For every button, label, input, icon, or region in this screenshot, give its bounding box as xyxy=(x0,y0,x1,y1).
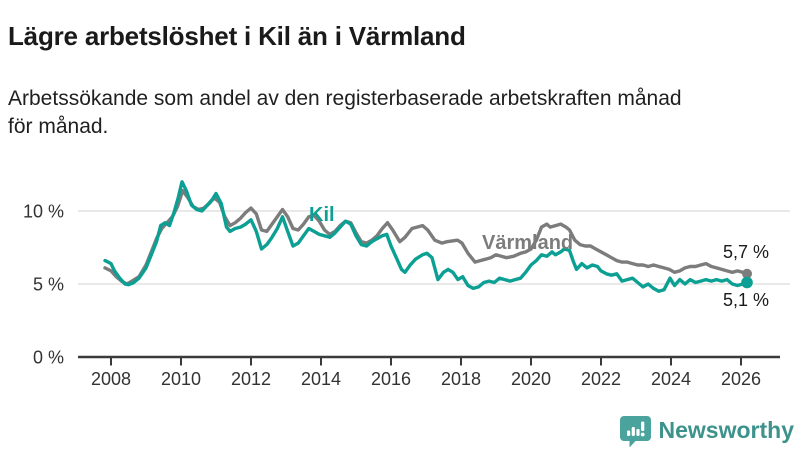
series-label-kil: Kil xyxy=(309,204,335,226)
x-axis-tick-label: 2024 xyxy=(651,369,691,389)
series-line-varmland xyxy=(103,188,749,286)
brand-footer[interactable]: Newsworthy xyxy=(619,414,794,447)
axis-layer: 0 % 5 % 10 % 2008 2010 2012 2014 2016 2018 2020 20… xyxy=(23,202,780,389)
x-axis-tick-label: 2016 xyxy=(371,369,411,389)
end-value-label-kil: 5,1 % xyxy=(723,290,769,310)
end-dot-varmland xyxy=(742,268,752,279)
x-axis-tick-label: 2018 xyxy=(441,369,481,389)
x-axis-tick-label: 2010 xyxy=(161,369,201,389)
x-axis-tick-label: 2026 xyxy=(721,369,761,389)
chart-subtitle-line1: Arbetssökande som andel av den registerb… xyxy=(8,87,682,110)
series-layer xyxy=(103,180,753,293)
x-axis-tick-label: 2020 xyxy=(511,369,551,389)
end-value-label-varmland: 5,7 % xyxy=(723,242,769,262)
newsworthy-logo-icon xyxy=(619,416,651,447)
end-dot-kil xyxy=(741,276,753,289)
y-axis-tick-label: 5 % xyxy=(33,275,64,295)
brand-name: Newsworthy xyxy=(658,417,794,443)
chart-title: Lägre arbetslöshet i Kil än i Värmland xyxy=(8,21,466,52)
x-axis-tick-label: 2014 xyxy=(301,369,341,389)
y-axis-tick-label: 10 % xyxy=(23,202,64,222)
x-axis-tick-label: 2022 xyxy=(581,369,621,389)
y-axis-tick-label: 0 % xyxy=(33,348,64,368)
x-axis-tick-label: 2012 xyxy=(231,369,271,389)
chart-subtitle-line2: för månad. xyxy=(8,115,109,138)
grid-layer xyxy=(78,210,790,285)
series-line-kil xyxy=(103,180,749,293)
series-label-varmland: Värmland xyxy=(482,232,573,254)
x-axis-tick-label: 2008 xyxy=(91,369,131,389)
chart-subtitle: Arbetssökande som andel av den registerb… xyxy=(8,85,796,141)
